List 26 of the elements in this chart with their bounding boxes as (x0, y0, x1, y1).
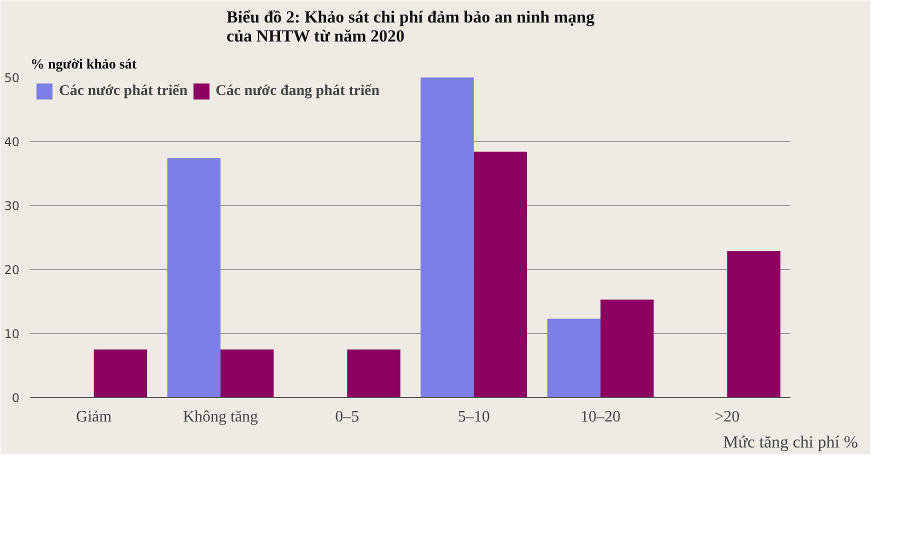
x-tick-label: Giảm (76, 408, 112, 426)
bar (94, 350, 148, 398)
y-tick-label: 30 (4, 199, 20, 213)
bar (220, 350, 274, 398)
bar (167, 158, 220, 398)
legend-label: Các nước đang phát triển (216, 82, 380, 100)
bar (474, 152, 528, 398)
y-axis-title: % người khảo sát (30, 58, 137, 72)
x-tick-label: Không tăng (182, 408, 258, 426)
y-tick-label: 50 (4, 71, 20, 85)
x-tick-label: 10–20 (580, 408, 620, 426)
bar (727, 250, 780, 398)
bar (600, 300, 654, 398)
x-axis-title: Mức tăng chi phí % (723, 432, 858, 452)
y-tick-label: 40 (4, 135, 20, 149)
y-tick-label: 10 (4, 327, 20, 341)
y-tick-label: 0 (12, 391, 20, 405)
chart-title: Biểu đồ 2: Khảo sát chi phí đảm bảo an ninh mạng của NHTW từ năm 2020 (226, 8, 595, 46)
bar (420, 78, 474, 398)
bar (347, 350, 400, 398)
x-tick-label: 0–5 (335, 408, 360, 426)
bar (547, 318, 600, 398)
x-tick-label: 5–10 (458, 408, 490, 426)
y-tick-label: 20 (4, 263, 20, 277)
x-tick-label: >20 (714, 408, 740, 426)
legend-label: Các nước phát triển (59, 82, 188, 100)
